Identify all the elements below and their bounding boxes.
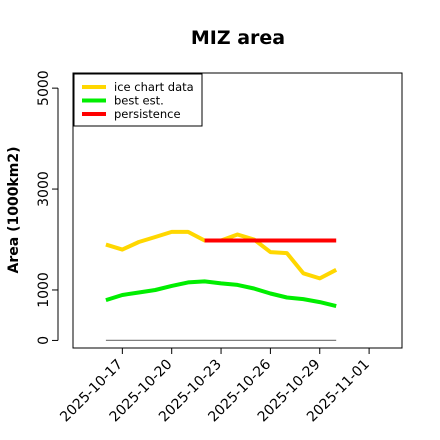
x-axis: 2025-10-172025-10-202025-10-232025-10-26… [57,347,373,425]
y-tick-label: 3000 [36,171,52,207]
y-tick-label: 0 [36,336,52,345]
legend-label-persistence: persistence [114,107,181,121]
y-axis-label: Area (1000km2) [6,147,22,274]
series-line-best-est [105,279,337,309]
y-axis: 0 1000 3000 5000 [36,70,59,345]
legend-label-ice-chart-data: ice chart data [114,80,194,94]
series-lines [105,229,338,342]
y-tick-label: 5000 [36,70,52,106]
chart-title: MIZ area [191,27,285,49]
y-tick-label: 1000 [36,272,52,308]
legend-label-best-est: best est. [114,94,164,108]
